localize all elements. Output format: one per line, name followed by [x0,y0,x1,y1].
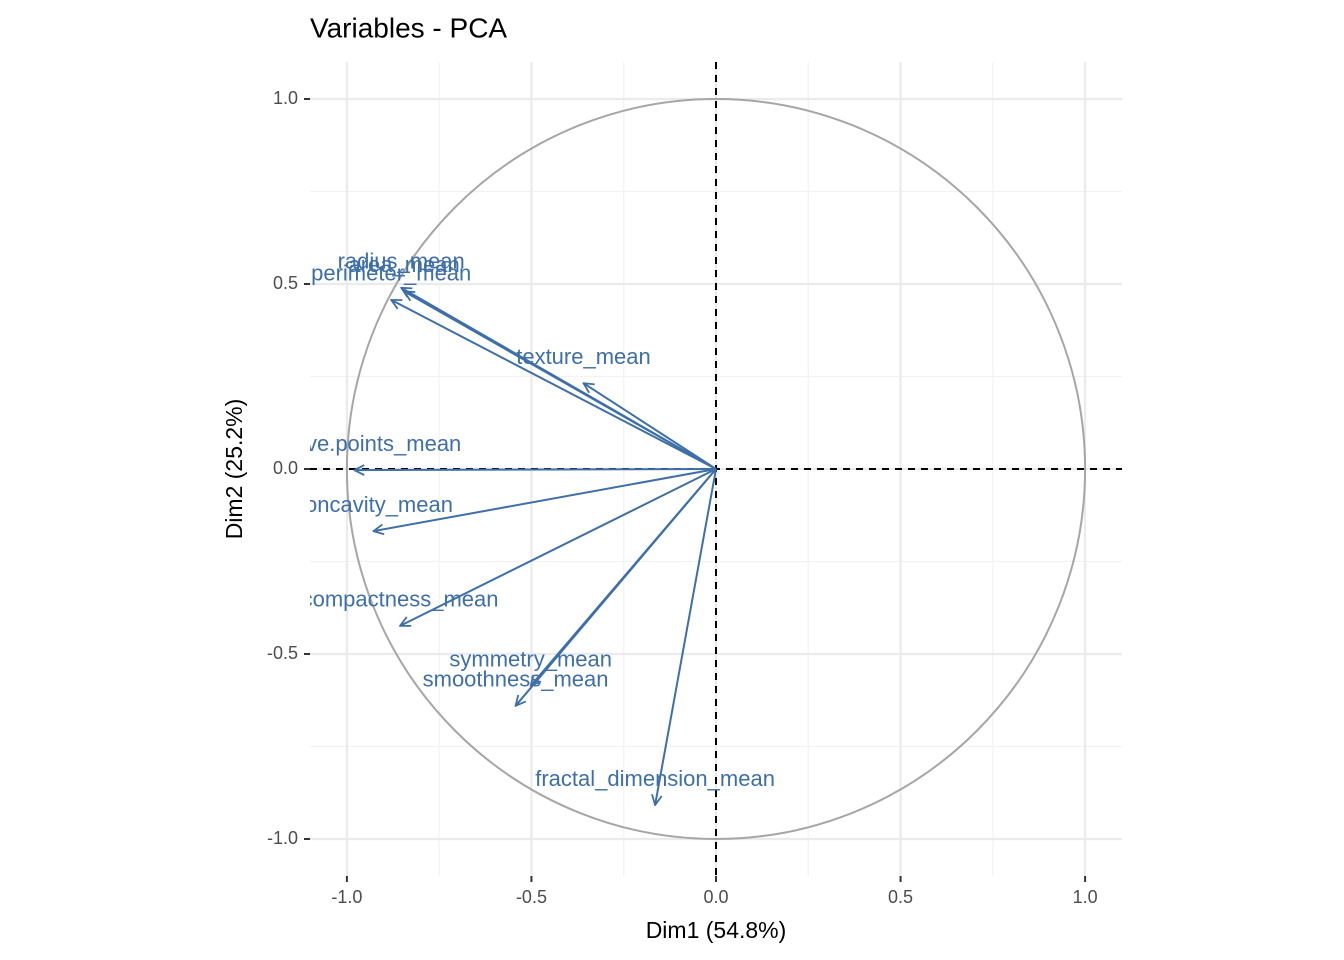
y-tick-label: 0.5 [273,273,298,293]
variable-label: area_mean [348,252,459,277]
arrow [531,468,717,686]
vectors: radius_mean texture_mean perimeter_meanare… [247,249,775,805]
marks: radius_mean texture_mean perimeter_meanare… [247,62,1122,876]
arrow [354,469,717,470]
arrow [373,468,717,531]
x-tick-label: 0.5 [888,887,913,907]
arrow [583,383,717,470]
variable-label: radius_mean [338,249,465,274]
arrow [391,300,717,470]
variable-label: compactness_mean [302,587,499,612]
x-tick-label: 0.0 [703,887,728,907]
variable-label: smoothness_mean [423,667,609,692]
variable-label: symmetry_mean [449,647,612,672]
x-tick-label: -0.5 [516,887,547,907]
variable-label: concavity_mean [294,492,453,517]
variable-label: concave.points_mean [247,431,461,456]
y-tick-label: 1.0 [273,88,298,108]
correlation-circle [345,98,1087,840]
y-axis-title: Dim2 (25.2%) [221,399,247,540]
chart-title: Variables - PCA [310,12,507,43]
variable-label: texture_mean [516,344,651,369]
y-tick-label: -0.5 [267,643,298,663]
arrow [400,468,717,626]
x-tick-label: -1.0 [331,887,362,907]
variable-label: perimeter_mean [311,261,471,286]
variable-label: fractal_dimension_mean [535,766,775,791]
y-tick-label: -1.0 [267,828,298,848]
arrow [404,291,717,470]
x-axis-title: Dim1 (54.8%) [646,917,787,943]
arrow [655,468,717,805]
x-tick-label: 1.0 [1073,887,1098,907]
y-tick-label: 0.0 [273,458,298,478]
